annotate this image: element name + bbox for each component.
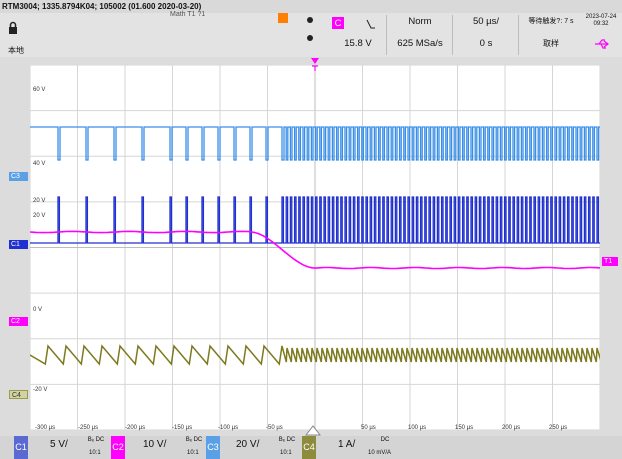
channel-c1-scale[interactable]: 5 V/ bbox=[50, 439, 68, 450]
top-toolbar: 本地 Math T1 ?1 C Norm 50 µs/ 等待触发?: 7 s 2… bbox=[0, 11, 622, 57]
time-tick-label: -200 µs bbox=[125, 425, 146, 431]
trigger-level-marker-t1[interactable]: T1 bbox=[602, 257, 618, 266]
time-tick-label: 250 µs bbox=[549, 425, 568, 431]
lock-icon bbox=[9, 21, 17, 34]
channel-c4-ratio: 10 mV/A bbox=[368, 450, 392, 456]
c2-waveform bbox=[30, 230, 600, 270]
channel-c1-badge[interactable]: C1 bbox=[14, 436, 28, 459]
usb-icon bbox=[595, 39, 609, 49]
time-tick-label: 50 µs bbox=[361, 425, 376, 431]
time-tick-label: -100 µs bbox=[218, 425, 239, 431]
rising-edge-icon bbox=[366, 19, 375, 29]
channel-marker-c3[interactable]: C3 bbox=[9, 172, 28, 181]
y-axis-label: 60 V bbox=[33, 87, 46, 93]
knob-dot-icon bbox=[307, 17, 313, 23]
c3-waveform bbox=[30, 126, 600, 161]
y-axis-label: 0 V bbox=[33, 307, 43, 313]
c4-waveform bbox=[30, 344, 600, 366]
knob-dot-icon bbox=[307, 35, 313, 41]
y-axis-label: -20 V bbox=[33, 387, 48, 393]
horizontal-position: 0 s bbox=[479, 38, 493, 49]
waveforms bbox=[30, 126, 600, 366]
channel-marker-c1[interactable]: C1 bbox=[9, 240, 28, 249]
channel-c2-scale[interactable]: 10 V/ bbox=[143, 439, 167, 450]
window-title: RTM3004; 1335.8794K04; 105002 (01.600 20… bbox=[0, 0, 622, 13]
channel-c4-badge[interactable]: C4 bbox=[302, 436, 316, 459]
time: 09:32 bbox=[593, 21, 609, 27]
orange-indicator bbox=[278, 13, 288, 23]
y-axis-label: 40 V bbox=[33, 161, 46, 167]
channel-bar: C1 5 V/ Bₑ DC 10:1 C2 10 V/ Bₑ DC 10:1 C… bbox=[0, 436, 622, 459]
channel-c2-ratio: 10:1 bbox=[187, 450, 199, 456]
menu-fragment: Math T1 ?1 bbox=[170, 11, 206, 18]
lock-button[interactable]: 本地 bbox=[0, 13, 46, 57]
channel-marker-c2[interactable]: C2 bbox=[9, 317, 28, 326]
time-tick-label: -300 µs bbox=[35, 425, 56, 431]
channel-marker-c4[interactable]: C4 bbox=[9, 390, 28, 399]
time-tick-label: 100 µs bbox=[408, 425, 427, 431]
channel-c2-badge[interactable]: C2 bbox=[111, 436, 125, 459]
channel-c3-scale[interactable]: 20 V/ bbox=[236, 439, 260, 450]
trigger-mode: Norm bbox=[408, 16, 432, 27]
trigger-source-badge: C bbox=[332, 17, 344, 29]
sample-rate: 625 MSa/s bbox=[397, 38, 443, 49]
trigger-wait-status: 等待触发?: 7 s bbox=[528, 18, 574, 25]
y-axis-label: 20 V bbox=[33, 213, 46, 219]
channel-c3-ratio: 10:1 bbox=[280, 450, 292, 456]
time-tick-label: -250 µs bbox=[78, 425, 99, 431]
horizontal-position-marker-icon bbox=[305, 425, 321, 436]
channel-c4-scale[interactable]: 1 A/ bbox=[338, 439, 356, 450]
local-label: 本地 bbox=[8, 46, 24, 55]
time-tick-label: 150 µs bbox=[455, 425, 474, 431]
trigger-position-marker-icon bbox=[311, 58, 319, 71]
trigger-status-panel[interactable]: C Norm 50 µs/ 等待触发?: 7 s 2023-07-24 09:3… bbox=[330, 13, 622, 57]
trigger-level: 15.8 V bbox=[344, 38, 372, 49]
time-tick-label: 200 µs bbox=[502, 425, 521, 431]
channel-c2-coupling: Bₑ DC bbox=[185, 437, 203, 443]
channel-c3-badge[interactable]: C3 bbox=[206, 436, 220, 459]
channel-c4-coupling: DC bbox=[380, 437, 390, 443]
date: 2023-07-24 bbox=[585, 14, 617, 20]
time-tick-label: -50 µs bbox=[266, 425, 283, 431]
c1-waveform bbox=[30, 196, 600, 244]
waveform-display[interactable] bbox=[30, 65, 600, 430]
channel-c1-coupling: Bₑ DC bbox=[87, 437, 105, 443]
y-axis-label: 20 V bbox=[33, 198, 46, 204]
time-tick-label: -150 µs bbox=[172, 425, 193, 431]
timebase: 50 µs/ bbox=[472, 16, 500, 27]
acquisition-mode: 取样 bbox=[543, 39, 559, 48]
channel-c3-coupling: Bₑ DC bbox=[278, 437, 296, 443]
channel-c1-ratio: 10:1 bbox=[89, 450, 101, 456]
